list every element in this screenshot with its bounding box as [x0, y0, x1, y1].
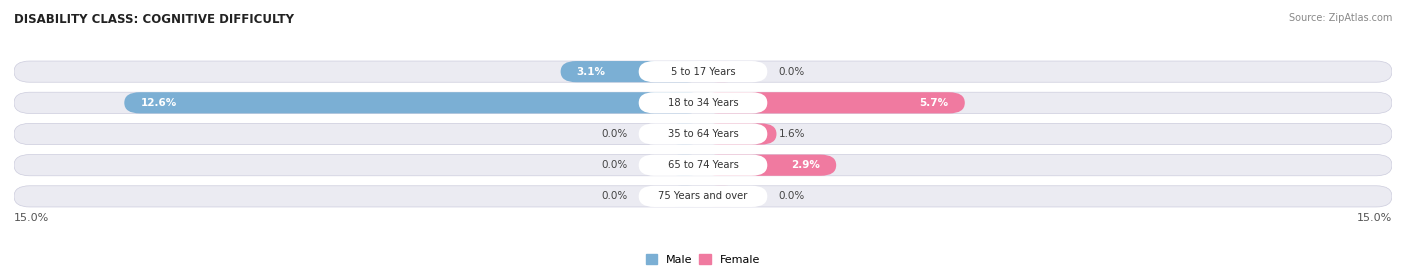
Text: 15.0%: 15.0% — [14, 213, 49, 223]
Text: 35 to 64 Years: 35 to 64 Years — [668, 129, 738, 139]
FancyBboxPatch shape — [666, 155, 703, 176]
FancyBboxPatch shape — [703, 155, 837, 176]
Text: 0.0%: 0.0% — [600, 129, 627, 139]
FancyBboxPatch shape — [638, 155, 768, 176]
FancyBboxPatch shape — [703, 186, 740, 207]
FancyBboxPatch shape — [703, 123, 776, 145]
FancyBboxPatch shape — [561, 61, 703, 82]
Text: 0.0%: 0.0% — [779, 67, 806, 77]
FancyBboxPatch shape — [638, 61, 768, 82]
FancyBboxPatch shape — [666, 123, 703, 145]
Text: 5.7%: 5.7% — [920, 98, 949, 108]
Text: 0.0%: 0.0% — [779, 191, 806, 201]
FancyBboxPatch shape — [666, 186, 703, 207]
FancyBboxPatch shape — [703, 61, 740, 82]
Text: 65 to 74 Years: 65 to 74 Years — [668, 160, 738, 170]
Text: 75 Years and over: 75 Years and over — [658, 191, 748, 201]
Text: Source: ZipAtlas.com: Source: ZipAtlas.com — [1288, 13, 1392, 23]
FancyBboxPatch shape — [638, 123, 768, 145]
Text: DISABILITY CLASS: COGNITIVE DIFFICULTY: DISABILITY CLASS: COGNITIVE DIFFICULTY — [14, 13, 294, 27]
FancyBboxPatch shape — [14, 155, 1392, 176]
FancyBboxPatch shape — [638, 186, 768, 207]
FancyBboxPatch shape — [14, 92, 1392, 113]
Text: 12.6%: 12.6% — [141, 98, 177, 108]
Text: 0.0%: 0.0% — [600, 160, 627, 170]
Legend: Male, Female: Male, Female — [641, 250, 765, 268]
Text: 1.6%: 1.6% — [779, 129, 806, 139]
FancyBboxPatch shape — [14, 123, 1392, 145]
FancyBboxPatch shape — [703, 92, 965, 113]
Text: 15.0%: 15.0% — [1357, 213, 1392, 223]
FancyBboxPatch shape — [638, 92, 768, 113]
FancyBboxPatch shape — [14, 61, 1392, 82]
Text: 5 to 17 Years: 5 to 17 Years — [671, 67, 735, 77]
Text: 18 to 34 Years: 18 to 34 Years — [668, 98, 738, 108]
Text: 2.9%: 2.9% — [792, 160, 820, 170]
Text: 3.1%: 3.1% — [576, 67, 606, 77]
Text: 0.0%: 0.0% — [600, 191, 627, 201]
FancyBboxPatch shape — [124, 92, 703, 113]
FancyBboxPatch shape — [14, 186, 1392, 207]
